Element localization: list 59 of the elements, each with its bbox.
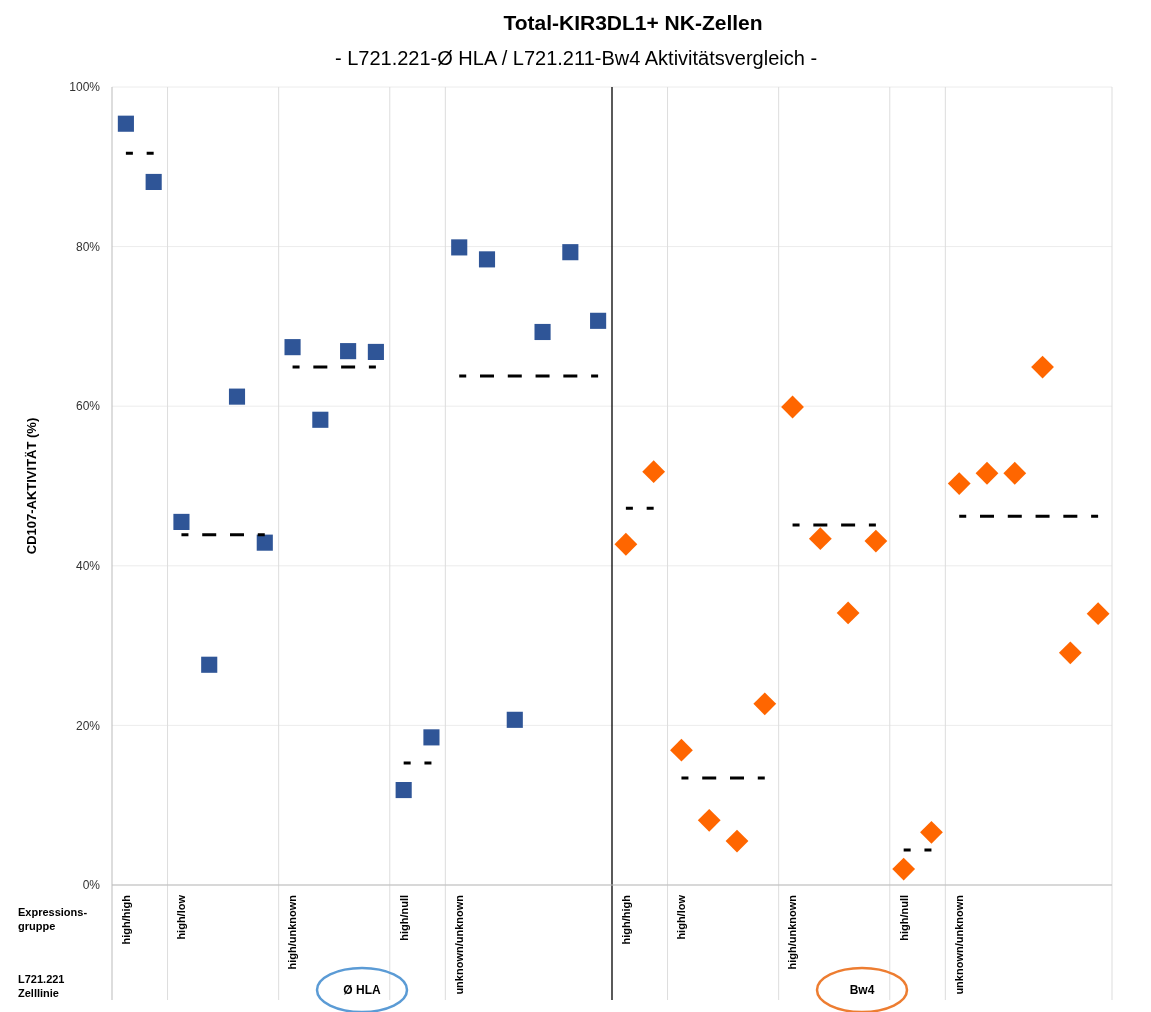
x-tick-label: high/unknown bbox=[786, 894, 799, 970]
point bbox=[478, 251, 496, 268]
y-tick-label: 100% bbox=[69, 80, 101, 95]
text: Expressions-gruppe bbox=[18, 906, 88, 932]
x-tick-label: high/high bbox=[619, 894, 632, 945]
point bbox=[562, 244, 579, 261]
chart-title: Total-KIR3DL1+ NK-Zellen bbox=[503, 11, 763, 34]
point bbox=[1031, 355, 1054, 379]
y-tick-label: 60% bbox=[75, 399, 101, 414]
y-tick-label: 40% bbox=[75, 559, 101, 573]
point bbox=[670, 738, 693, 762]
point bbox=[753, 692, 777, 716]
point bbox=[145, 173, 162, 191]
x-tick-label: unknown/unknown bbox=[953, 894, 966, 995]
point bbox=[256, 534, 273, 551]
point bbox=[395, 781, 412, 799]
x-tick-label: unknown/unknown bbox=[453, 894, 466, 995]
point bbox=[506, 711, 523, 728]
point bbox=[642, 460, 666, 484]
point bbox=[864, 529, 888, 553]
text: Ø HLA bbox=[343, 983, 381, 997]
point bbox=[173, 513, 190, 530]
x-tick-label: high/high bbox=[119, 894, 132, 945]
y-tick-label: 20% bbox=[75, 718, 101, 733]
point bbox=[836, 601, 860, 625]
point bbox=[340, 343, 357, 360]
point bbox=[228, 388, 246, 405]
point bbox=[781, 395, 804, 419]
point bbox=[697, 808, 721, 832]
x-tick-label: high/null bbox=[397, 895, 410, 941]
text: L721.221 Zelllinie bbox=[18, 973, 65, 999]
point bbox=[808, 527, 832, 551]
point bbox=[947, 472, 971, 496]
x-tick-label: high/low bbox=[675, 894, 688, 940]
point bbox=[117, 115, 134, 132]
point bbox=[423, 729, 440, 746]
point bbox=[1003, 461, 1027, 485]
y-tick-label: 0% bbox=[82, 878, 101, 893]
point bbox=[534, 323, 551, 341]
x-tick-label: high/null bbox=[897, 895, 910, 941]
point bbox=[892, 857, 916, 881]
point bbox=[284, 339, 301, 356]
y-axis-title: CD107-AKTIVITÄT (%) bbox=[24, 417, 39, 555]
point bbox=[725, 829, 749, 853]
point bbox=[975, 461, 999, 485]
y-tick-label: 80% bbox=[75, 239, 101, 254]
chart-subtitle: - L721.221-Ø HLA / L721.211-Bw4 Aktivitätsvergleich - bbox=[334, 47, 818, 69]
x-tick-label: high/low bbox=[175, 894, 188, 940]
point bbox=[312, 411, 329, 428]
point bbox=[920, 820, 943, 844]
text: Bw4 bbox=[849, 983, 875, 997]
point bbox=[367, 343, 384, 360]
point bbox=[201, 656, 218, 673]
point bbox=[590, 312, 607, 329]
point bbox=[1086, 602, 1110, 626]
point bbox=[614, 532, 638, 556]
point bbox=[1058, 641, 1082, 665]
point bbox=[451, 239, 468, 256]
x-tick-label: high/unknown bbox=[286, 894, 299, 970]
